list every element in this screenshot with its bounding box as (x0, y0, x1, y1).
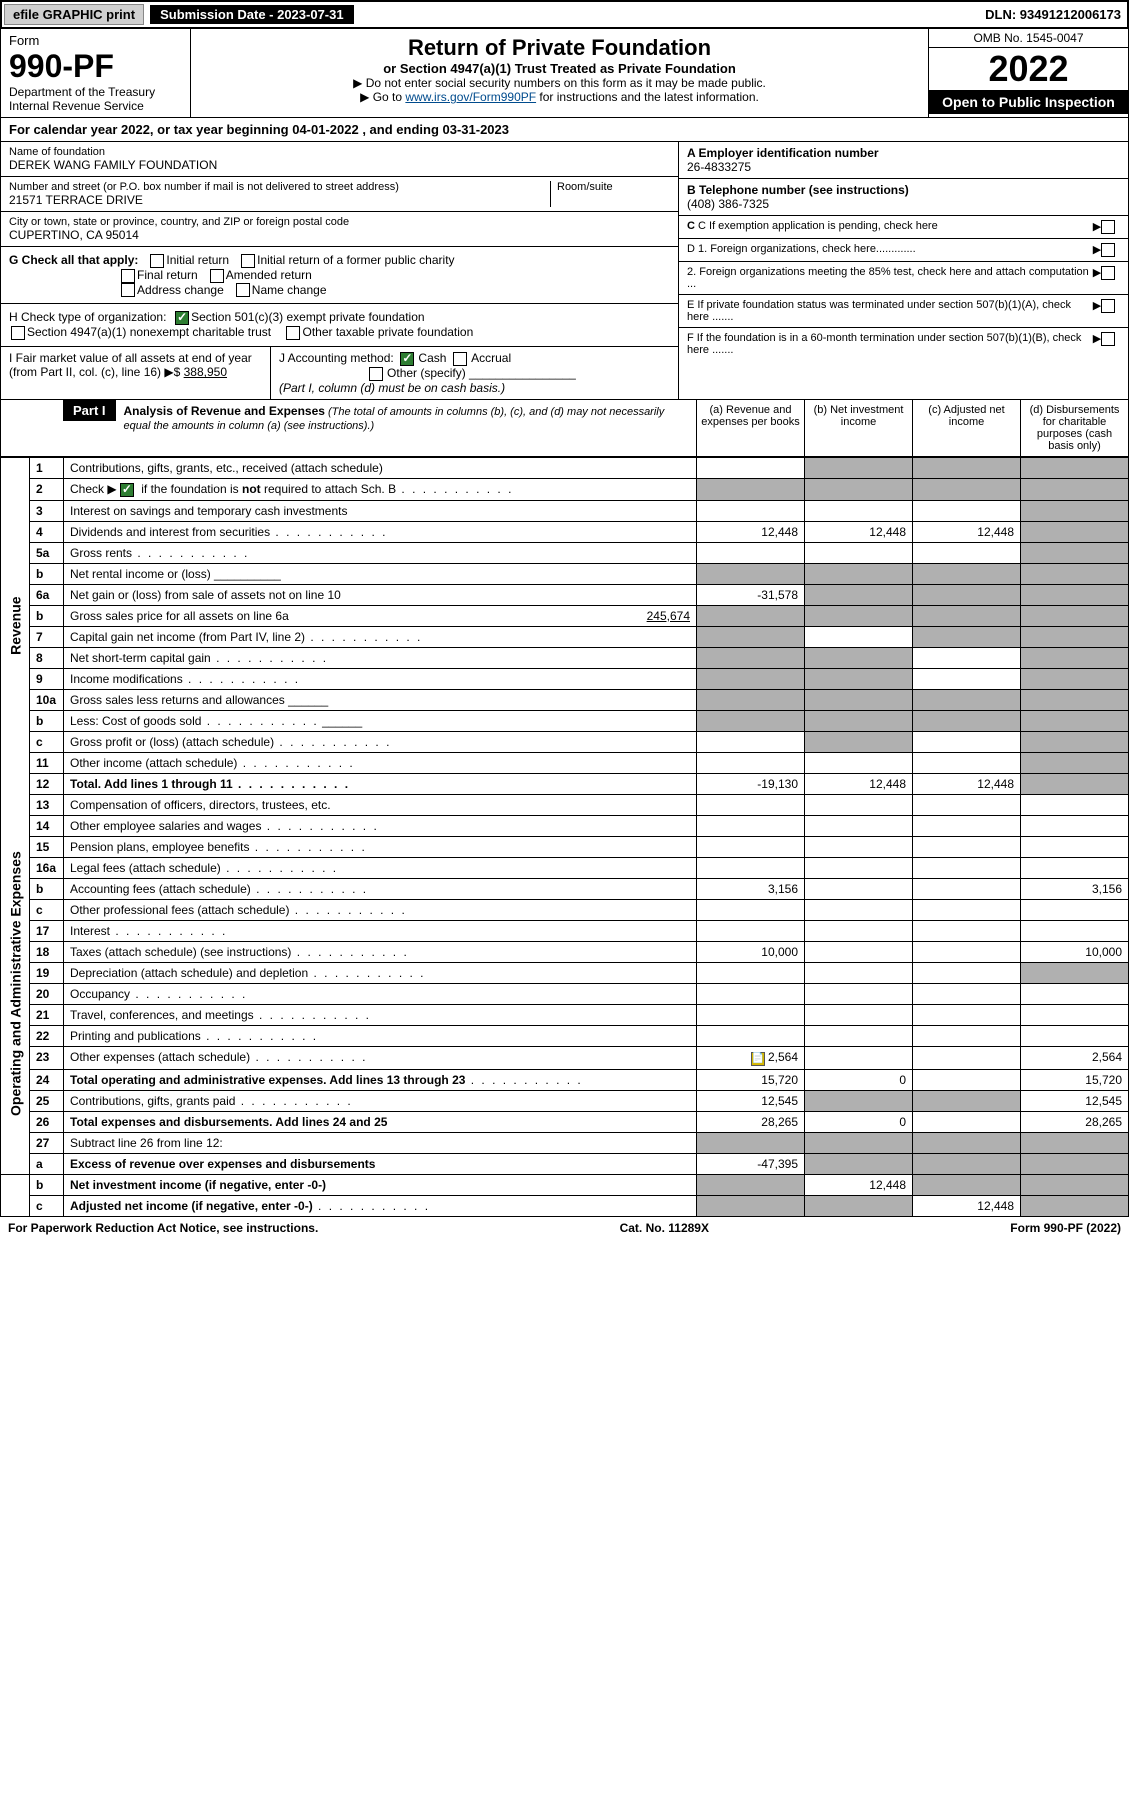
header-left: Form 990-PF Department of the Treasury I… (1, 29, 191, 117)
form-title: Return of Private Foundation (197, 35, 922, 61)
note2: ▶ Go to www.irs.gov/Form990PF for instru… (197, 90, 922, 104)
col-a: (a) Revenue and expenses per books (696, 400, 804, 456)
footer-mid: Cat. No. 11289X (620, 1221, 709, 1235)
f-check: F If the foundation is in a 60-month ter… (679, 328, 1128, 360)
col-b: (b) Net investment income (804, 400, 912, 456)
entity-info: Name of foundation DEREK WANG FAMILY FOU… (0, 142, 1129, 400)
checkbox-other-method[interactable] (369, 367, 383, 381)
attachment-icon[interactable]: 📄 (751, 1052, 765, 1066)
checkbox-accrual[interactable] (453, 352, 467, 366)
checkbox-e[interactable] (1101, 299, 1115, 313)
checkbox-final[interactable] (121, 269, 135, 283)
form-header: Form 990-PF Department of the Treasury I… (0, 29, 1129, 118)
dept: Department of the Treasury (9, 85, 182, 99)
checkbox-initial[interactable] (150, 254, 164, 268)
checkbox-initial-former[interactable] (241, 254, 255, 268)
address-cell: Number and street (or P.O. box number if… (1, 177, 678, 212)
footer-right: Form 990-PF (2022) (1010, 1221, 1121, 1235)
checkbox-addr-change[interactable] (121, 283, 135, 297)
checkbox-d1[interactable] (1101, 243, 1115, 257)
g-check: G Check all that apply: Initial return I… (1, 247, 678, 304)
footer-left: For Paperwork Reduction Act Notice, see … (8, 1221, 318, 1235)
checkbox-c[interactable] (1101, 220, 1115, 234)
d1-check: D 1. Foreign organizations, check here..… (679, 239, 1128, 262)
form-subtitle: or Section 4947(a)(1) Trust Treated as P… (197, 61, 922, 76)
checkbox-cash[interactable] (400, 352, 414, 366)
efile-print-button[interactable]: efile GRAPHIC print (4, 4, 144, 25)
note1: ▶ Do not enter social security numbers o… (197, 76, 922, 90)
foundation-name-cell: Name of foundation DEREK WANG FAMILY FOU… (1, 142, 678, 177)
form-label: Form (9, 33, 182, 48)
h-check: H Check type of organization: Section 50… (1, 304, 678, 347)
tax-year: 2022 (929, 48, 1128, 90)
part1-header: Part I Analysis of Revenue and Expenses … (0, 400, 1129, 457)
i-j-row: I Fair market value of all assets at end… (1, 347, 678, 399)
form-number: 990-PF (9, 48, 182, 85)
dln: DLN: 93491212006173 (985, 7, 1127, 22)
top-bar: efile GRAPHIC print Submission Date - 20… (0, 0, 1129, 29)
revenue-side-label: Revenue (1, 457, 30, 794)
ein-cell: A Employer identification number 26-4833… (679, 142, 1128, 179)
form990pf-link[interactable]: www.irs.gov/Form990PF (405, 90, 536, 104)
col-d: (d) Disbursements for charitable purpose… (1020, 400, 1128, 456)
header-right: OMB No. 1545-0047 2022 Open to Public In… (928, 29, 1128, 117)
header-mid: Return of Private Foundation or Section … (191, 29, 928, 117)
submission-date: Submission Date - 2023-07-31 (150, 5, 354, 24)
irs: Internal Revenue Service (9, 99, 182, 113)
checkbox-f[interactable] (1101, 332, 1115, 346)
expenses-side-label: Operating and Administrative Expenses (1, 794, 30, 1174)
part1-table: Revenue 1Contributions, gifts, grants, e… (0, 457, 1129, 1217)
omb-no: OMB No. 1545-0047 (929, 29, 1128, 48)
checkbox-name-change[interactable] (236, 283, 250, 297)
city-cell: City or town, state or province, country… (1, 212, 678, 247)
checkbox-other-taxable[interactable] (286, 326, 300, 340)
checkbox-schb[interactable] (120, 483, 134, 497)
col-c: (c) Adjusted net income (912, 400, 1020, 456)
checkbox-501c3[interactable] (175, 311, 189, 325)
c-check: C C If exemption application is pending,… (679, 216, 1128, 239)
checkbox-4947[interactable] (11, 326, 25, 340)
calendar-year-line: For calendar year 2022, or tax year begi… (0, 118, 1129, 142)
open-public: Open to Public Inspection (929, 90, 1128, 114)
fmv-value: 388,950 (184, 365, 227, 379)
phone-cell: B Telephone number (see instructions) (4… (679, 179, 1128, 216)
checkbox-d2[interactable] (1101, 266, 1115, 280)
checkbox-amended[interactable] (210, 269, 224, 283)
d2-check: 2. Foreign organizations meeting the 85%… (679, 262, 1128, 295)
part1-label: Part I (63, 400, 116, 421)
footer: For Paperwork Reduction Act Notice, see … (0, 1217, 1129, 1239)
e-check: E If private foundation status was termi… (679, 295, 1128, 328)
